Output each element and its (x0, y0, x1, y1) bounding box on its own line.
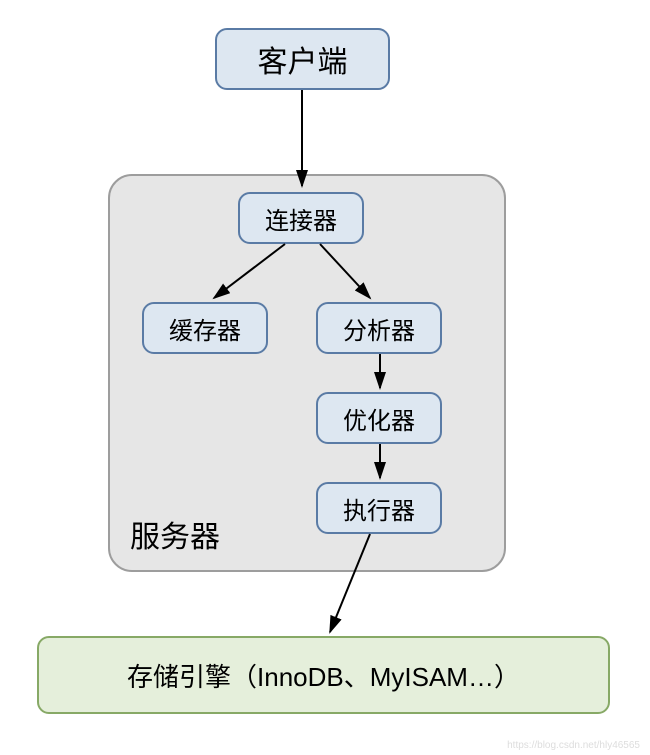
analyzer-label: 分析器 (343, 311, 415, 346)
server-label: 服务器 (130, 512, 220, 556)
client-label: 客户端 (258, 37, 348, 81)
connector-node: 连接器 (238, 192, 364, 244)
cache-label: 缓存器 (169, 311, 241, 346)
executor-node: 执行器 (316, 482, 442, 534)
cache-node: 缓存器 (142, 302, 268, 354)
optimizer-node: 优化器 (316, 392, 442, 444)
client-node: 客户端 (215, 28, 390, 90)
optimizer-label: 优化器 (343, 401, 415, 436)
watermark: https://blog.csdn.net/hly46565 (507, 740, 640, 751)
executor-label: 执行器 (343, 491, 415, 526)
analyzer-node: 分析器 (316, 302, 442, 354)
storage-label: 存储引擎（InnoDB、MyISAM…） (127, 657, 520, 694)
connector-label: 连接器 (265, 201, 337, 236)
storage-node: 存储引擎（InnoDB、MyISAM…） (37, 636, 610, 714)
